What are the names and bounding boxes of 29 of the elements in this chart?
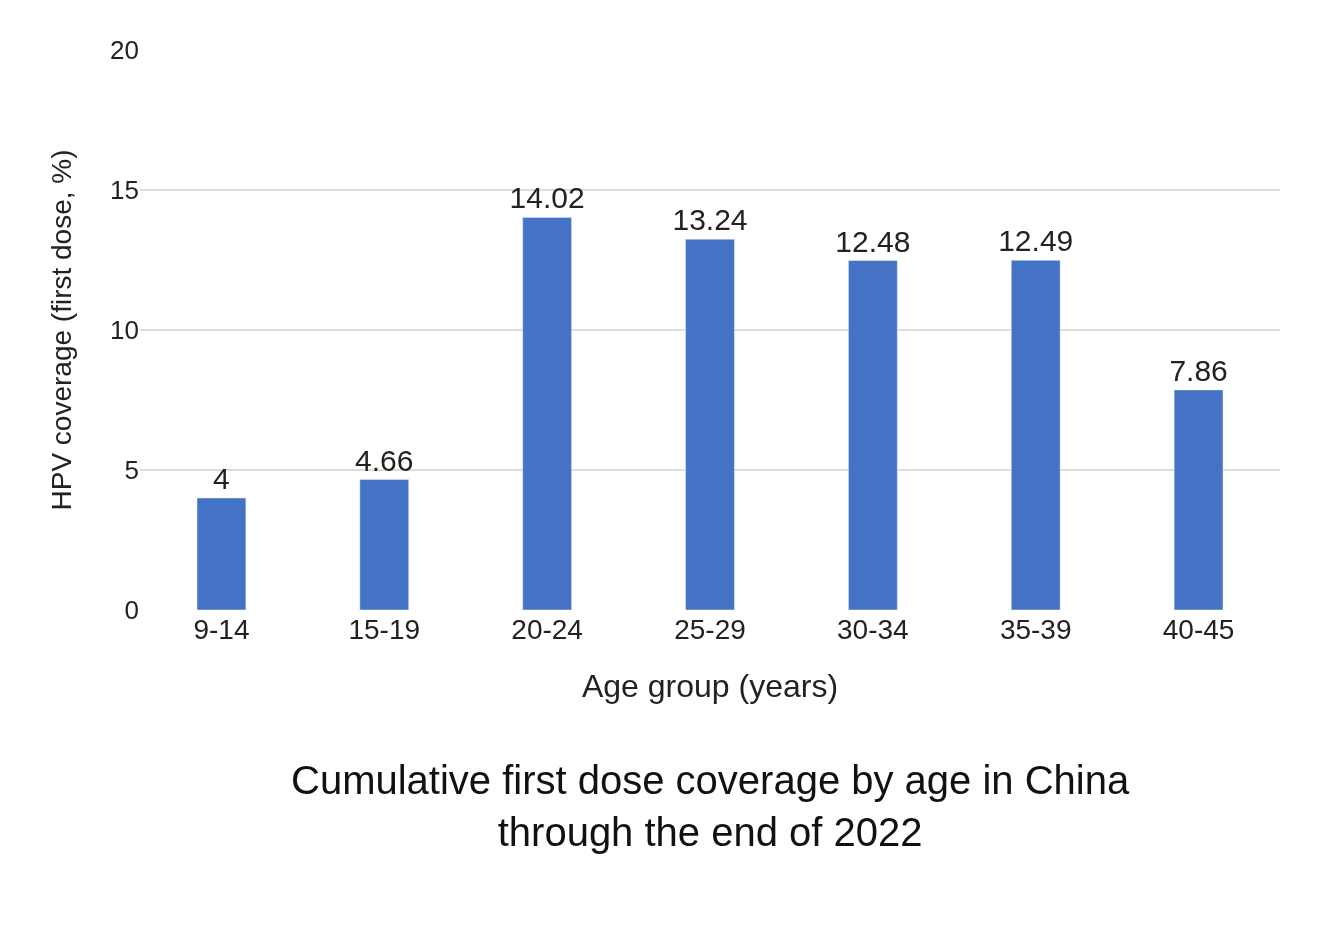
y-tick-label: 10 bbox=[110, 315, 139, 346]
x-tick-label: 15-19 bbox=[348, 614, 421, 645]
x-tick-label: 9-14 bbox=[193, 614, 250, 645]
data-label: 12.49 bbox=[998, 224, 1074, 258]
bar bbox=[1011, 260, 1061, 610]
y-tick-label: 15 bbox=[110, 175, 139, 206]
bar bbox=[522, 217, 572, 610]
y-tick-label: 0 bbox=[124, 595, 139, 626]
data-label: 13.24 bbox=[672, 203, 748, 237]
y-axis-title: HPV coverage (first dose, %) bbox=[45, 149, 77, 511]
bar bbox=[1173, 389, 1224, 610]
x-tick-label: 30-34 bbox=[837, 614, 909, 645]
y-tick-label: 5 bbox=[124, 455, 139, 486]
x-tick-label: 40-45 bbox=[1162, 614, 1235, 645]
x-axis-title: Age group (years) bbox=[581, 667, 839, 704]
x-tick-label: 25-29 bbox=[674, 614, 746, 645]
data-label: 12.48 bbox=[835, 224, 911, 258]
y-tick-label: 20 bbox=[110, 35, 139, 66]
x-tick-label: 35-39 bbox=[999, 614, 1072, 645]
data-label: 4.66 bbox=[355, 443, 414, 477]
bar bbox=[685, 239, 735, 610]
data-label: 14.02 bbox=[509, 181, 585, 215]
bar bbox=[196, 497, 247, 610]
data-label: 7.86 bbox=[1169, 353, 1228, 387]
bar bbox=[359, 479, 409, 610]
data-label: 4 bbox=[213, 462, 230, 495]
x-tick-label: 20-24 bbox=[511, 614, 583, 645]
text: Cumulative first dose coverage by age in China through the end of 2022 bbox=[291, 758, 1130, 854]
bar bbox=[848, 260, 898, 610]
